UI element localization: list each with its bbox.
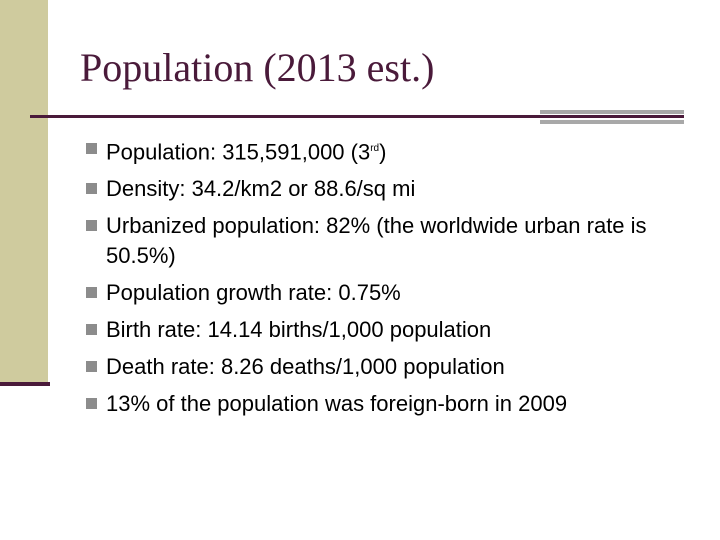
bullet-text: Birth rate: 14.14 births/1,000 populatio…	[106, 317, 492, 343]
bullet-text-suffix: )	[379, 139, 387, 165]
title-divider	[30, 115, 684, 118]
bullet-item-foreign-born: 13% of the population was foreign-born i…	[86, 389, 686, 419]
bullet-superscript: rd	[370, 143, 380, 154]
square-bullet-icon	[86, 361, 97, 373]
bullet-text: Population growth rate: 0.75%	[106, 280, 401, 306]
bullet-item-population: Population: 315,591,000 (3rd)	[86, 134, 686, 167]
square-bullet-icon	[86, 220, 97, 232]
square-bullet-icon	[86, 143, 97, 154]
bullet-list: Population: 315,591,000 (3rd) Density: 3…	[86, 134, 686, 426]
slide-title: Population (2013 est.)	[80, 45, 435, 90]
decorative-gray-rule-top	[540, 110, 684, 114]
bullet-text: Density: 34.2/km2 or 88.6/sq mi	[106, 176, 416, 202]
bullet-text: Population: 315,591,000 (3	[106, 139, 371, 165]
bullet-item-growth-rate: Population growth rate: 0.75%	[86, 278, 686, 308]
decorative-side-bar	[0, 0, 48, 385]
decorative-side-line	[0, 382, 50, 386]
square-bullet-icon	[86, 398, 97, 410]
square-bullet-icon	[86, 324, 97, 336]
bullet-item-birth-rate: Birth rate: 14.14 births/1,000 populatio…	[86, 315, 686, 345]
bullet-text: 13% of the population was foreign-born i…	[106, 391, 568, 417]
bullet-item-density: Density: 34.2/km2 or 88.6/sq mi	[86, 174, 686, 204]
decorative-gray-rule-bottom	[540, 120, 684, 124]
bullet-text: Death rate: 8.26 deaths/1,000 population	[106, 354, 505, 380]
square-bullet-icon	[86, 287, 97, 299]
bullet-item-urbanized: Urbanized population: 82% (the worldwide…	[86, 211, 686, 271]
square-bullet-icon	[86, 183, 97, 195]
bullet-item-death-rate: Death rate: 8.26 deaths/1,000 population	[86, 352, 686, 382]
bullet-text: Urbanized population: 82% (the worldwide…	[106, 213, 647, 269]
